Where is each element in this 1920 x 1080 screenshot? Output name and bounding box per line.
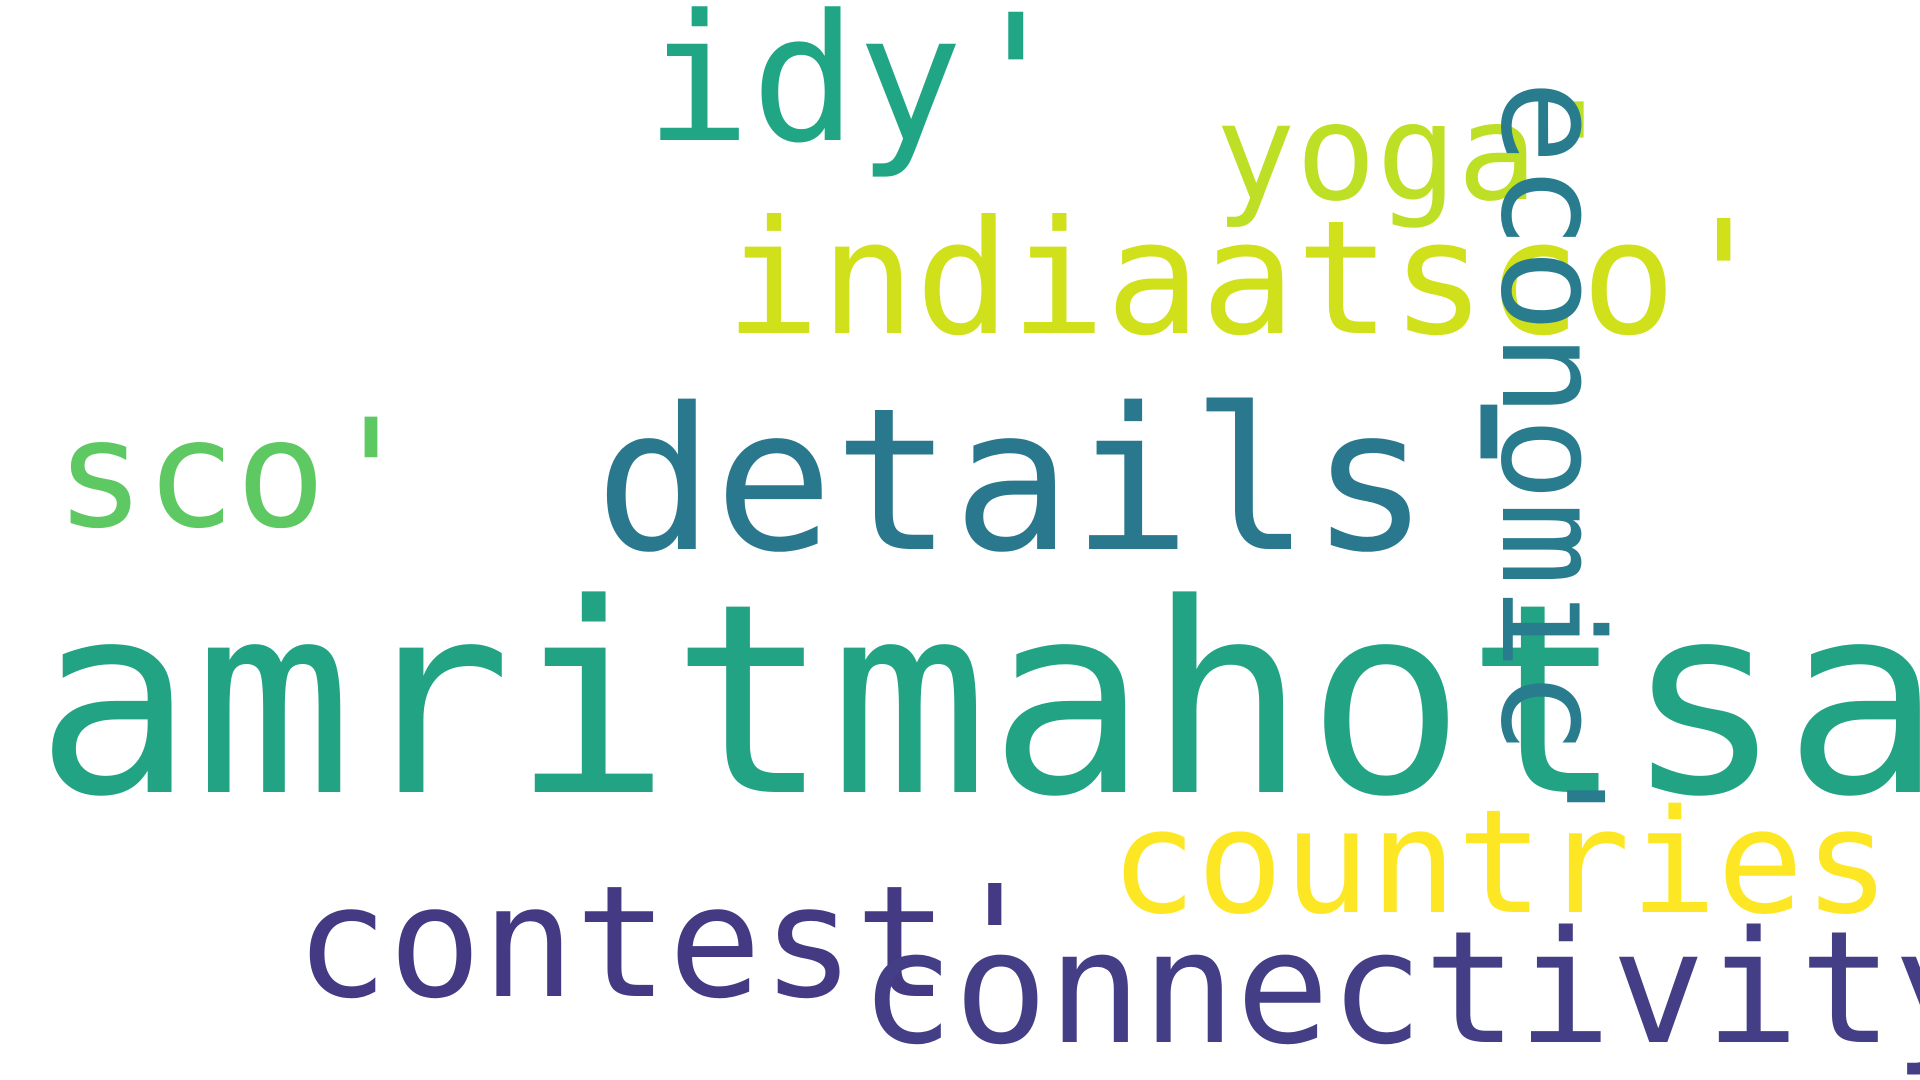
word-countries: countries' bbox=[1110, 778, 1920, 946]
word-connectivity: connectivity' bbox=[860, 897, 1920, 1079]
word-details: details' bbox=[595, 365, 1549, 596]
word-idy: idy' bbox=[645, 0, 1069, 182]
word-sco: sco' bbox=[55, 388, 417, 562]
word-indiaatsco: indiaatsco' bbox=[725, 187, 1772, 371]
word-yoga: yoga' bbox=[1215, 75, 1619, 231]
word-contest: contest' bbox=[295, 852, 1042, 1033]
word-economic: economic' bbox=[1469, 80, 1632, 839]
word-amritmahotsav: amritmahotsav' bbox=[35, 548, 1920, 855]
